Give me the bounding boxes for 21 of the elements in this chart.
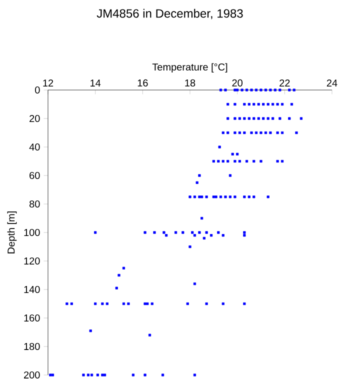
y-tick-label: 160 xyxy=(24,314,40,322)
y-tick-label: 200 xyxy=(24,371,40,379)
x-tick-label: 14 xyxy=(90,80,101,86)
x-tick-label: 20 xyxy=(232,79,242,86)
y-axis-title: Depth [m] xyxy=(7,212,17,254)
y-tick-label: 60 xyxy=(30,172,40,180)
y-tick-label: 140 xyxy=(24,286,40,294)
x-tick-label: 18 xyxy=(185,79,196,86)
x-tick-label: 22 xyxy=(280,80,290,86)
y-tick-label: 100 xyxy=(24,228,40,236)
x-tick-label: 16 xyxy=(138,79,148,86)
y-tick-label: 40 xyxy=(29,143,40,151)
y-tick-label: 80 xyxy=(30,200,40,208)
y-tick-label: 0 xyxy=(35,86,40,94)
chart-title: JM4856 in December, 1983 xyxy=(96,8,243,20)
x-tick-label: 24 xyxy=(326,80,338,86)
x-axis-title: Temperature [°C] xyxy=(152,63,228,73)
y-tick-label: 120 xyxy=(24,257,40,265)
x-tick-label: 12 xyxy=(43,80,54,86)
y-tick-label: 20 xyxy=(30,114,40,122)
y-tick-label: 180 xyxy=(24,342,40,350)
